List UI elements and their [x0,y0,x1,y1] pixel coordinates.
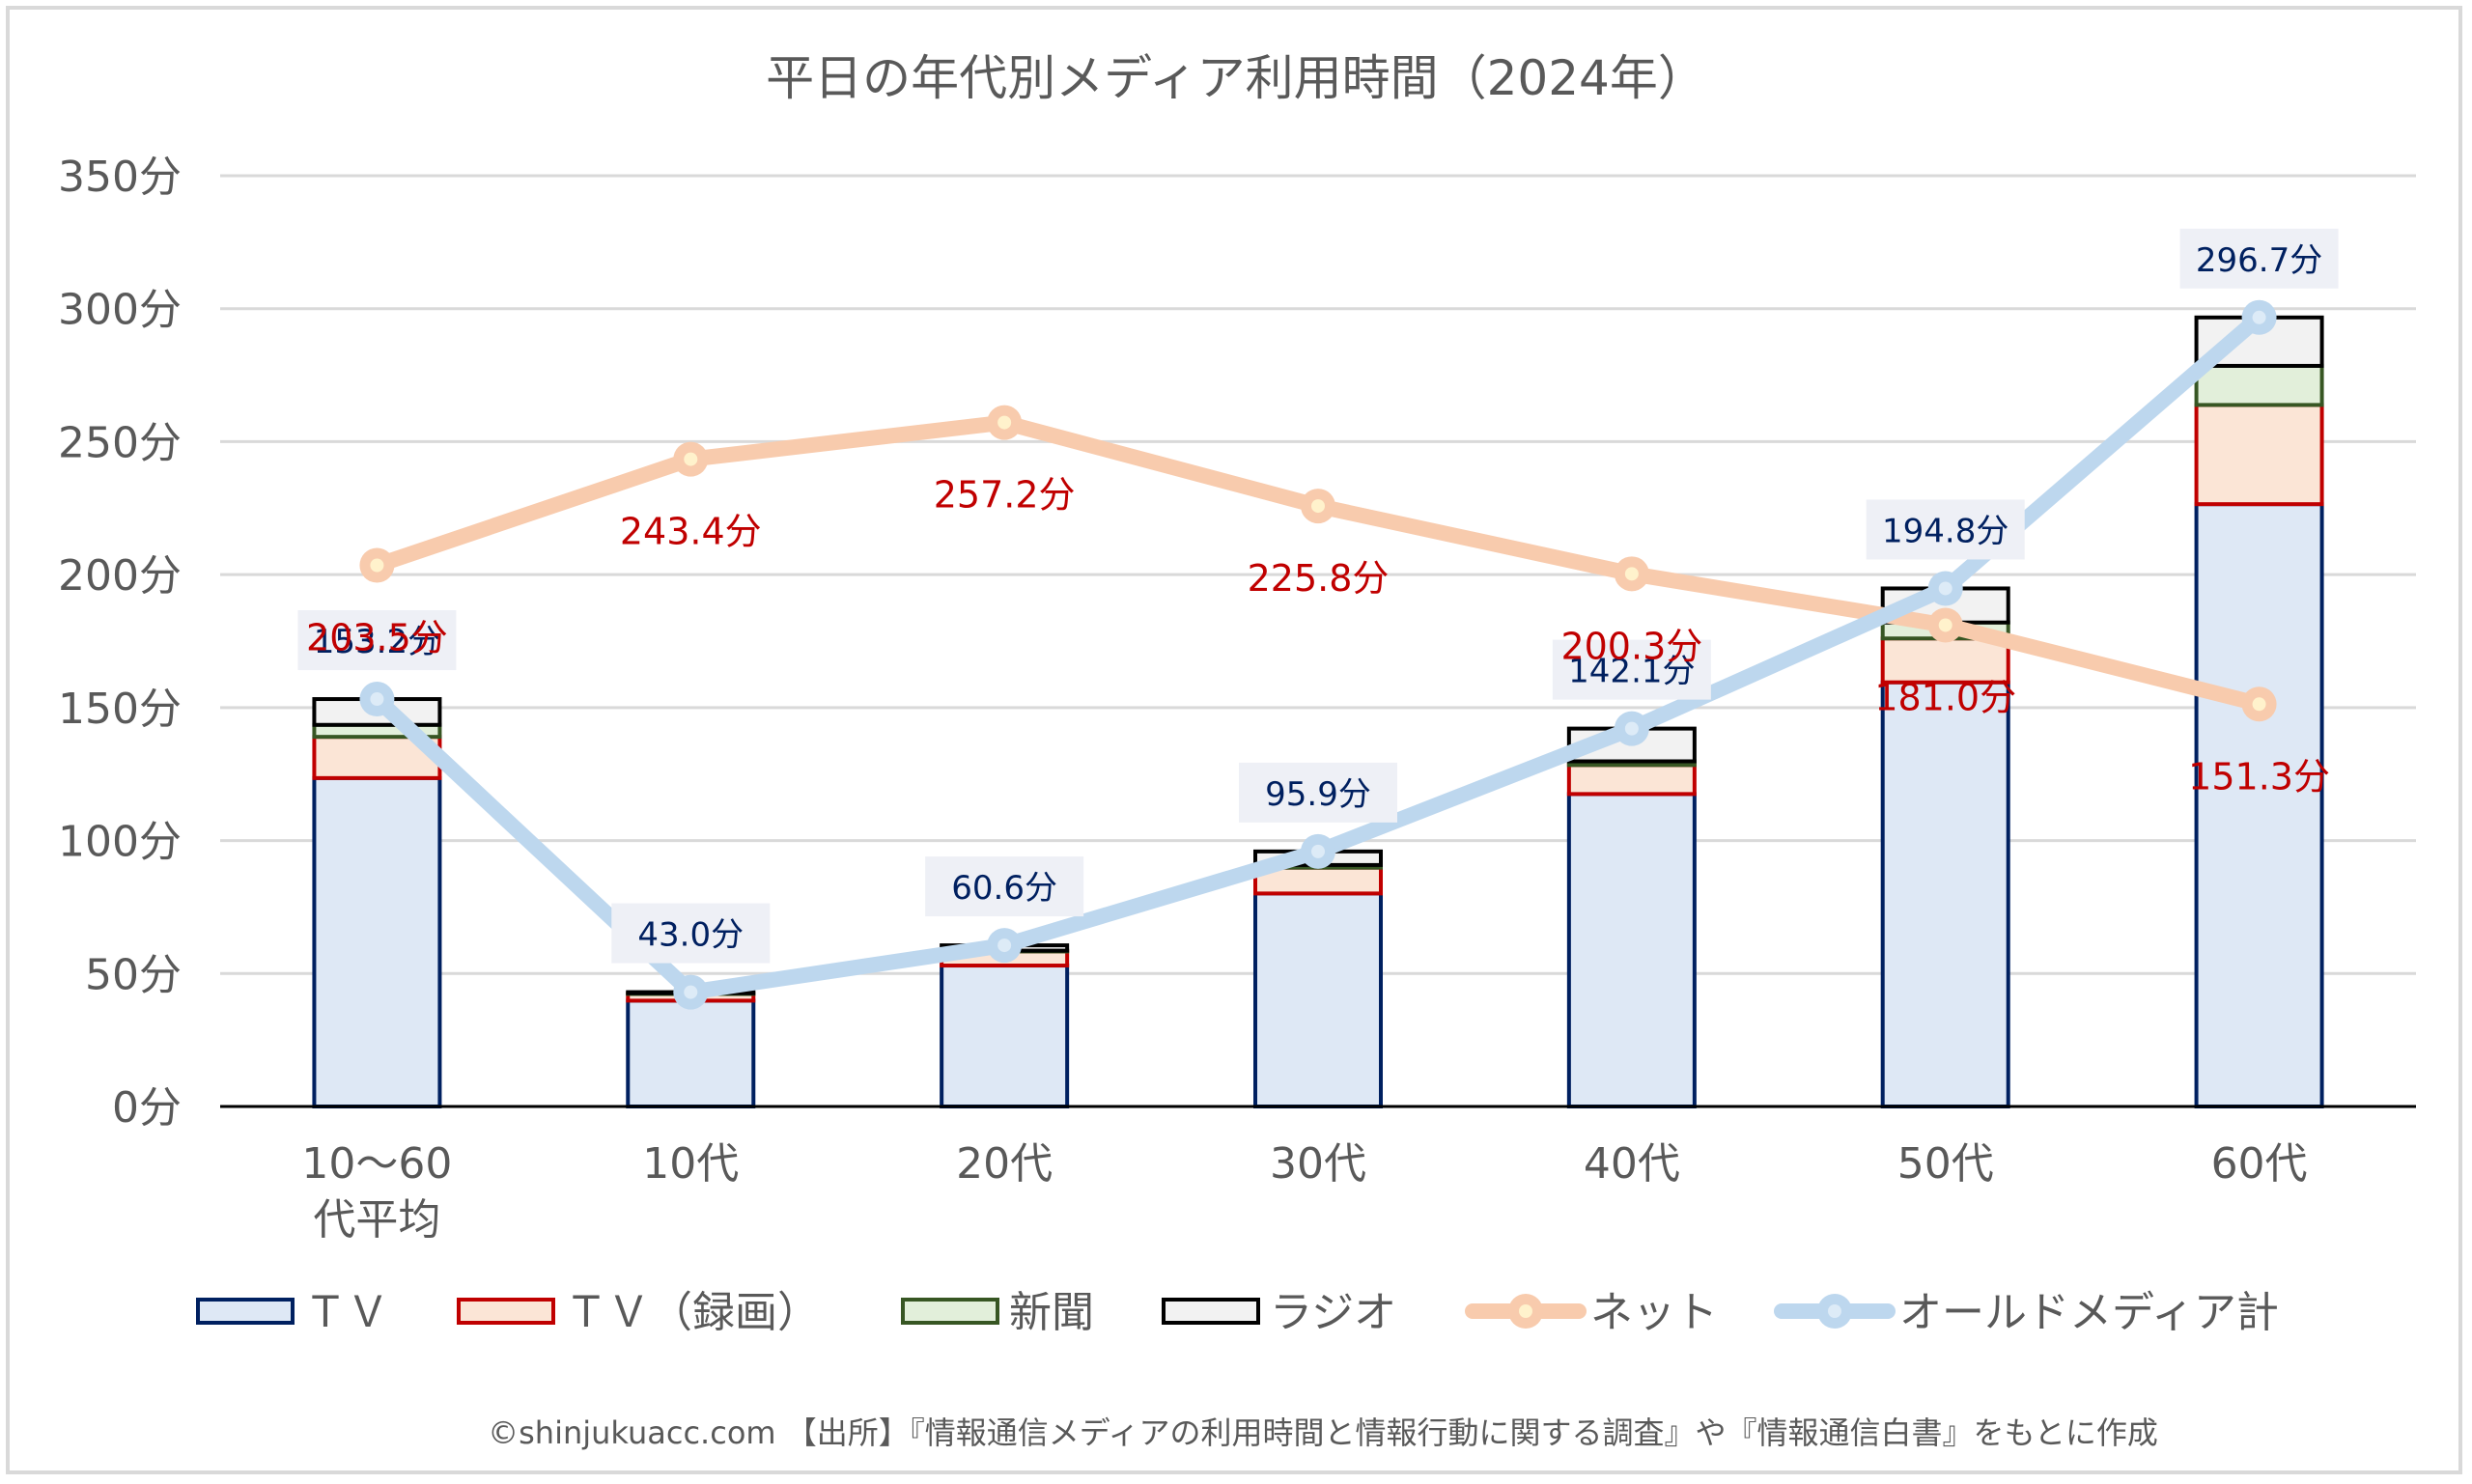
series-marker-center [2252,697,2266,712]
series-marker-center [1624,567,1639,581]
legend-marker-center [1519,1304,1532,1318]
line-series [359,299,2277,1010]
legend-swatch [457,1298,555,1325]
y-tick-label: 200分 [58,551,182,601]
series-marker-center [1311,499,1325,514]
bars [312,315,2324,1108]
x-tick-label: 10～60 [301,1139,452,1189]
bar-segment [1566,792,1697,1108]
bar-segment [2194,363,2324,407]
data-label: 243.4分 [620,511,762,553]
data-label: 181.0分 [1874,676,2016,718]
x-tick-label: 60代 [2211,1139,2308,1189]
bar-segment [312,775,442,1108]
bar-segment [1880,636,2010,685]
x-tick-label: 20代 [956,1139,1053,1189]
bar-segment [1566,763,1697,797]
series-marker-center [684,985,698,999]
series-marker-center [997,415,1012,430]
data-label: 43.0分 [637,916,744,955]
legend-item: ラジオ [1162,1288,1396,1337]
bar-segment [626,998,756,1108]
x-tick-label: 40代 [1584,1139,1680,1189]
x-axis-ticks: 10～60 代平均 10代 20代 30代 40代 50代 60代 [301,1139,2307,1245]
y-tick-label: 350分 [58,153,182,202]
legend-label: ネット [1590,1288,1718,1337]
legend-label: オールドメディア計 [1899,1288,2279,1337]
data-label: 257.2分 [934,474,1076,517]
data-labels: 153.2分 43.0分 60.6分 95.9分 142.1分 194.8分 296.7分 2… [297,228,2339,964]
series-marker-center [684,452,698,466]
bar-segment [940,964,1070,1108]
series-marker-center [1938,618,1952,632]
x-tick-label: 代平均 [313,1195,440,1245]
legend-item: ネット [1465,1288,1718,1337]
data-label: 95.9分 [1265,775,1371,814]
legend-item: 新聞 [901,1288,1094,1337]
data-label: 60.6分 [951,869,1057,908]
series-marker-center [997,938,1012,953]
bar-segment [2194,502,2324,1108]
legend: ＴＶ ＴＶ（録画） 新聞 ラジオ ネット オールドメディア計 [196,1288,2279,1337]
y-tick-label: 100分 [58,818,182,867]
series-marker-center [2252,310,2266,324]
legend-swatch [1162,1298,1260,1325]
y-tick-label: 50分 [85,950,182,999]
data-label: 153.2分 [314,623,440,661]
y-axis-ticks: 0分 50分 100分 150分 200分 250分 300分 350分 [58,153,182,1133]
y-tick-label: 150分 [58,685,182,734]
y-tick-label: 250分 [58,418,182,467]
legend-swatch [196,1298,295,1325]
data-label: 142.1分 [1568,653,1695,691]
data-label-bg [2179,228,2339,289]
y-tick-label: 300分 [58,286,182,335]
data-label: 225.8分 [1248,557,1390,600]
legend-label: ＴＶ [304,1288,389,1337]
chart-title: 平日の年代別メディア利用時間（2024年） [766,50,1706,106]
gridlines [220,174,2416,975]
data-label: 203.5分 [306,617,448,659]
legend-item: ＴＶ [196,1288,389,1337]
data-label: 296.7分 [2196,241,2322,280]
legend-label: ラジオ [1270,1288,1396,1337]
data-label-bg [925,856,1084,917]
x-tick-label: 30代 [1270,1139,1366,1189]
series-marker-center [1938,581,1952,596]
series-marker-center [370,558,384,573]
legend-item: オールドメディア計 [1774,1288,2279,1337]
x-tick-label: 50代 [1897,1139,1994,1189]
source-footer: ©shinjukuacc.com 【出所】『情報通信メディアの利用時間と情報行動… [488,1414,2158,1451]
series-marker-center [1624,721,1639,736]
legend-marker-center [1828,1304,1841,1318]
legend-label: 新聞 [1009,1288,1094,1337]
y-tick-label: 0分 [112,1083,182,1133]
bar-segment [1253,891,1383,1108]
bar-segment [2194,403,2324,507]
data-label-bg [297,610,457,671]
data-label: 194.8分 [1882,512,2008,550]
bar-segment [1880,680,2010,1108]
series-marker-center [1311,844,1325,858]
data-label-bg [1239,762,1397,823]
data-label: 151.3分 [2188,755,2330,798]
data-label-bg [1866,499,2025,560]
data-label-bg [1552,639,1711,700]
legend-swatch [901,1298,999,1325]
legend-item: ＴＶ（録画） [457,1288,820,1337]
legend-label: ＴＶ（録画） [565,1288,820,1337]
data-label: 200.3分 [1560,625,1702,667]
data-label-bg [611,903,771,964]
series-marker-center [370,692,384,707]
x-tick-label: 10代 [642,1139,739,1189]
